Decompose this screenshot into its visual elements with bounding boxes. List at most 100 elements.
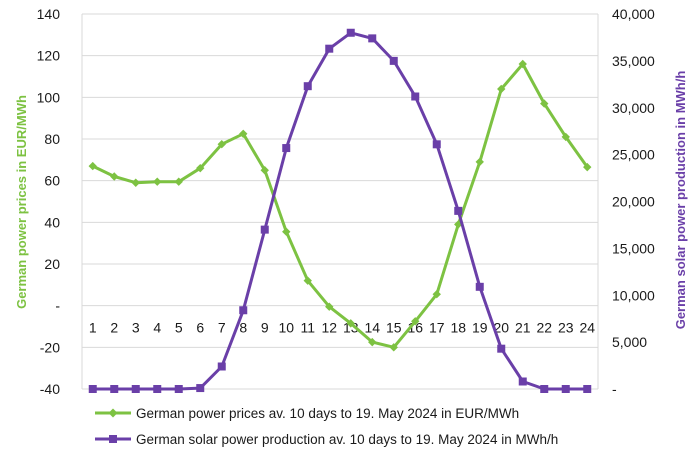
data-point-diamond <box>153 177 162 186</box>
data-point-square <box>174 385 183 393</box>
legend-square-marker <box>109 435 117 443</box>
data-point-square <box>454 206 463 215</box>
x-tick-label: 21 <box>515 320 531 336</box>
left-tick-label: - <box>55 298 60 314</box>
data-point-diamond <box>540 99 549 108</box>
left-tick-label: -20 <box>40 339 60 355</box>
data-point-square <box>368 34 377 43</box>
data-point-diamond <box>411 317 420 326</box>
data-point-square <box>196 384 205 393</box>
data-point-square <box>475 282 484 291</box>
data-point-diamond <box>282 227 291 236</box>
left-tick-label: 100 <box>37 89 61 105</box>
left-tick-label: 80 <box>44 131 60 147</box>
right-tick-label: 10,000 <box>612 287 655 303</box>
right-tick-label: - <box>612 381 617 397</box>
x-tick-label: 18 <box>450 320 466 336</box>
x-tick-label: 19 <box>472 320 488 336</box>
right-tick-label: 40,000 <box>612 6 655 22</box>
data-point-diamond <box>432 290 441 299</box>
data-point-diamond <box>368 337 377 347</box>
data-point-diamond <box>260 166 269 175</box>
data-point-square <box>88 385 97 393</box>
data-point-square <box>389 56 398 65</box>
data-point-square <box>346 28 355 37</box>
right-tick-label: 35,000 <box>612 53 655 69</box>
legend-entry-solar: German solar power production av. 10 day… <box>95 432 558 447</box>
data-point-square <box>303 82 312 91</box>
data-point-square <box>540 385 549 393</box>
data-point-diamond <box>196 163 205 173</box>
right-axis-title: German solar power production in MWh/h <box>673 71 688 330</box>
data-point-square <box>497 344 506 353</box>
series-line <box>92 31 588 391</box>
series-line <box>92 62 589 349</box>
x-tick-label: 5 <box>175 320 183 336</box>
data-point-diamond <box>389 343 398 352</box>
data-point-diamond <box>174 177 183 186</box>
x-tick-label: 17 <box>429 320 445 336</box>
legend: German power prices av. 10 days to 19. M… <box>95 406 558 447</box>
data-point-square <box>518 377 527 386</box>
left-tick-label: 120 <box>37 48 61 64</box>
right-tick-label: 5,000 <box>612 334 647 350</box>
data-point-diamond <box>131 178 140 187</box>
data-point-diamond <box>518 59 527 69</box>
data-point-square <box>260 225 269 234</box>
data-point-square <box>561 385 570 393</box>
data-point-diamond <box>217 140 226 149</box>
right-tick-label: 20,000 <box>612 194 655 210</box>
data-point-diamond <box>583 162 592 172</box>
data-point-square <box>411 92 420 101</box>
x-axis-ticks: 1 2 3 4 5 6 7 8 9 10 11 12 13 14 15 16 17 18 19 20 21 22 23 24 <box>89 320 595 336</box>
x-tick-label: 7 <box>218 320 226 336</box>
left-tick-label: -40 <box>40 381 60 397</box>
data-point-diamond <box>561 132 570 142</box>
right-tick-label: 15,000 <box>612 240 655 256</box>
legend-label-prices: German power prices av. 10 days to 19. M… <box>136 406 519 421</box>
data-point-square <box>131 385 140 393</box>
right-tick-label: 30,000 <box>612 100 655 116</box>
data-point-square <box>110 385 119 393</box>
x-tick-label: 8 <box>239 320 247 336</box>
x-tick-label: 3 <box>132 320 140 336</box>
data-point-square <box>282 144 291 153</box>
data-point-square <box>217 362 226 371</box>
data-point-square <box>153 385 162 393</box>
x-tick-label: 4 <box>153 320 161 336</box>
legend-diamond-marker <box>108 408 118 418</box>
left-tick-label: 40 <box>44 214 60 230</box>
data-point-diamond <box>497 84 506 94</box>
x-tick-label: 10 <box>278 320 294 336</box>
x-tick-label: 24 <box>579 320 595 336</box>
data-point-diamond <box>239 129 248 138</box>
left-tick-label: 140 <box>37 6 61 22</box>
right-axis-ticks: - 5,000 10,000 15,000 20,000 25,000 30,000 35,0… <box>612 6 655 397</box>
x-tick-label: 9 <box>261 320 269 336</box>
x-tick-label: 12 <box>321 320 337 336</box>
data-point-diamond <box>346 319 355 328</box>
legend-entry-prices: German power prices av. 10 days to 19. M… <box>95 406 519 421</box>
data-point-square <box>432 140 441 149</box>
series-solar <box>88 28 592 393</box>
x-tick-label: 20 <box>493 320 509 336</box>
data-point-diamond <box>110 172 119 181</box>
series-layer <box>88 28 592 393</box>
left-axis-title: German power prices in EUR/MWh <box>14 95 29 309</box>
x-tick-label: 22 <box>536 320 552 336</box>
data-point-diamond <box>303 276 312 285</box>
x-tick-label: 2 <box>110 320 118 336</box>
x-tick-label: 6 <box>196 320 204 336</box>
legend-label-solar: German solar power production av. 10 day… <box>136 432 558 447</box>
left-tick-label: 20 <box>44 256 60 272</box>
data-point-square <box>239 306 248 315</box>
data-point-diamond <box>475 157 484 167</box>
data-point-diamond <box>88 161 97 171</box>
data-point-diamond <box>325 302 334 311</box>
x-tick-label: 1 <box>89 320 97 336</box>
x-tick-label: 15 <box>386 320 402 336</box>
x-tick-label: 11 <box>300 320 315 336</box>
x-tick-label: 23 <box>558 320 574 336</box>
